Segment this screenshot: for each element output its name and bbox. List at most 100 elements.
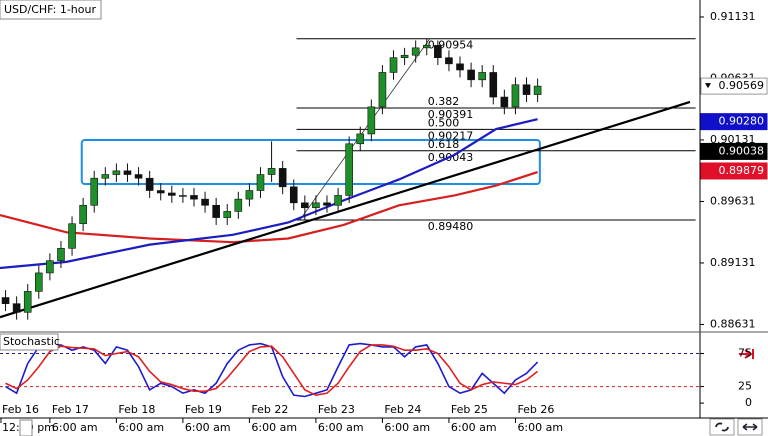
fib-ratio-label: 0.618: [428, 138, 460, 151]
y-tick-label: 0.89131: [710, 256, 756, 269]
candle-body: [511, 84, 520, 108]
candle-body: [34, 272, 43, 292]
candle-body: [356, 133, 365, 145]
candle-body: [201, 198, 209, 206]
fib-value-label: 0.90217: [428, 129, 474, 142]
fib-value-label: 0.89480: [428, 220, 474, 233]
candle-body: [323, 202, 331, 206]
indicator-arrow[interactable]: [739, 349, 754, 359]
candle-body: [68, 223, 76, 249]
x-tick-label: Feb 25: [451, 403, 488, 416]
x-tick-label: Feb 17: [52, 403, 89, 416]
price-badge: [700, 113, 768, 131]
arrow-head: [744, 349, 753, 359]
candle-body: [23, 291, 32, 313]
icon-glyph: [715, 422, 729, 432]
x-tick-label: Feb 22: [251, 403, 288, 416]
price-badge-label: 0.89879: [719, 164, 765, 177]
candle-body: [101, 174, 110, 179]
zone-box: [80, 138, 541, 186]
x-time-label: 6:00 am: [384, 421, 430, 434]
scroll-icon[interactable]: [737, 418, 763, 436]
candle-body: [389, 57, 398, 73]
candle-body: [212, 204, 220, 218]
oscillator-line: [5, 344, 539, 397]
candle-body: [289, 186, 298, 204]
y-tick-label: 0.90131: [710, 133, 756, 146]
x-time-label: 6:00 am: [251, 421, 297, 434]
candle-body: [378, 72, 387, 108]
candle-body: [445, 57, 453, 65]
candle-body: [123, 170, 132, 175]
candle-body: [79, 204, 87, 225]
candle-body: [478, 72, 486, 81]
indicator-title: Stochastic: [3, 335, 60, 348]
y-tick-label: 25: [738, 380, 752, 393]
candle-body: [168, 192, 176, 196]
x-time-label: 6:00 am: [517, 421, 563, 434]
candle-body: [411, 47, 420, 56]
time-cursor-box: [19, 419, 33, 436]
x-tick-label: Feb 19: [185, 403, 222, 416]
candle-body: [57, 248, 65, 261]
x-tick-label: Feb 18: [118, 403, 155, 416]
fib-swing-line: [299, 38, 431, 221]
candle-body: [367, 106, 376, 135]
candle-body: [522, 84, 531, 95]
x-tick-label: Feb 23: [318, 403, 355, 416]
candle-body: [467, 69, 475, 81]
candle-body: [12, 303, 21, 313]
price-badge: [700, 77, 768, 95]
chart-title: USD/CHF: 1-hour: [4, 3, 96, 16]
candle-body: [345, 143, 353, 196]
candle-body: [46, 260, 54, 274]
candle-body: [190, 195, 198, 200]
y-tick-label: 0: [745, 396, 752, 409]
price-badge: [700, 162, 768, 180]
x-tick-label: Feb 16: [2, 403, 39, 416]
candle-body: [179, 195, 187, 197]
y-tick-label: 0.89631: [710, 194, 756, 207]
candle-body: [156, 190, 165, 194]
candle-body: [245, 190, 254, 200]
candle-body: [422, 45, 431, 49]
icon-glyph: [742, 423, 758, 431]
plot-area: 0.909540.3820.903910.5000.902170.6180.90…: [0, 38, 700, 398]
indicator-box: [0, 333, 59, 351]
price-badge-label: 0.90569: [719, 79, 765, 92]
scroll-icon[interactable]: [709, 418, 735, 436]
icon-frame: [709, 418, 735, 436]
candle-body: [301, 202, 309, 209]
fib-value-label: 0.90391: [428, 108, 474, 121]
price-badge-label: 0.90038: [719, 144, 765, 157]
candle-body: [400, 54, 409, 58]
candle-body: [112, 170, 121, 175]
candle-body: [533, 85, 542, 95]
candle-body: [456, 63, 464, 71]
candle-body: [1, 297, 10, 304]
candle-body: [256, 174, 265, 191]
x-time-label: 6:00 am: [318, 421, 364, 434]
candle-body: [145, 177, 154, 191]
x-time-label: 6:00 am: [185, 421, 231, 434]
candle-body: [278, 168, 287, 188]
candle-body: [267, 168, 276, 175]
candle-body: [90, 177, 99, 206]
x-time-label: 6:00 am: [52, 421, 98, 434]
title-box: [0, 0, 102, 20]
x-tick-label: Feb 24: [384, 403, 421, 416]
candle-body: [334, 195, 342, 206]
price-badge-label: 0.90280: [719, 115, 765, 128]
x-time-label: 6:00 am: [451, 421, 497, 434]
fib-ratio-label: 0.382: [428, 95, 460, 108]
fib-ratio-label: 0.500: [428, 116, 460, 129]
candle-body: [434, 45, 442, 58]
candle-body: [134, 174, 143, 179]
candle-body: [312, 202, 320, 209]
candle-body: [223, 211, 232, 218]
candle-body: [234, 198, 243, 212]
y-tick-label: 0.91131: [710, 10, 756, 23]
price-badge: [700, 142, 768, 160]
